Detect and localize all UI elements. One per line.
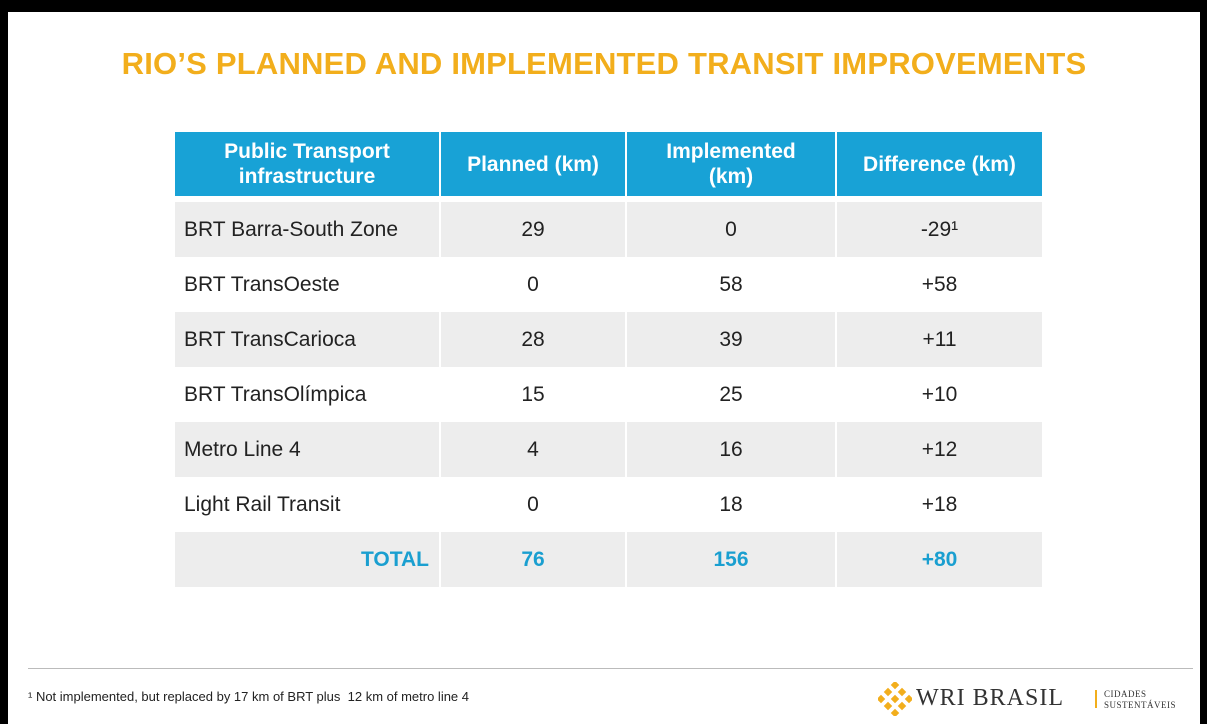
logo-brand: WRI BRASIL (916, 685, 1064, 711)
table-cell: +12 (837, 422, 1042, 477)
table-cell: 25 (719, 382, 743, 406)
table-row: BRT TransCarioca 28 39 +11 (175, 312, 1042, 367)
table-cell: 18 (719, 492, 743, 516)
total-cell: +80 (837, 532, 1042, 587)
title: RIO’S PLANNED AND IMPLEMENTED TRANSIT IM… (121, 46, 1087, 81)
table-cell: +58 (921, 272, 958, 296)
column-header: Difference (km) (837, 132, 1042, 202)
table-cell: BRT TransCarioca (175, 312, 439, 367)
total-row: TOTAL 76 156 +80 (175, 532, 1042, 587)
table-row: BRT Barra-South Zone 29 0 -29¹ (175, 202, 1042, 257)
column-header: Planned (km) (441, 132, 625, 202)
column-header: Implemented (km) (627, 132, 835, 202)
divider (28, 668, 1193, 669)
total-cell: TOTAL (175, 532, 439, 587)
total-cell: 76 (441, 532, 625, 587)
table-cell: +10 (921, 382, 958, 406)
slide: RIO’S PLANNED AND IMPLEMENTED TRANSIT IM… (8, 12, 1200, 724)
table-cell: BRT TransOlímpica (184, 382, 367, 406)
total-cell: 156 (627, 532, 835, 587)
table-cell: 28 (441, 312, 625, 367)
table-cell: 0 (527, 272, 539, 296)
table-cell: 0 (627, 202, 835, 257)
table-cell: 4 (441, 422, 625, 477)
footnote: ¹ Not implemented, but replaced by 17 km… (28, 689, 470, 704)
logo: WRI BRASIL CIDADES SUSTENTÁVEIS (876, 680, 1196, 720)
table-cell: 58 (719, 272, 743, 296)
table-cell: 15 (521, 382, 545, 406)
table-cell: 0 (527, 492, 539, 516)
logo-icon (878, 682, 912, 716)
table-cell: +11 (837, 312, 1042, 367)
table-cell: -29¹ (837, 202, 1042, 257)
table-cell: Light Rail Transit (184, 492, 341, 516)
logo-line: SUSTENTÁVEIS (1104, 700, 1177, 710)
header-row: Public Transport infrastructure Planned (… (175, 132, 1042, 202)
table-cell: 39 (627, 312, 835, 367)
logo-separator (1095, 690, 1097, 708)
table-row: BRT TransOeste 0 58 +58 (175, 257, 1042, 312)
table-cell: Metro Line 4 (175, 422, 439, 477)
table-cell: 16 (627, 422, 835, 477)
table-cell: BRT Barra-South Zone (175, 202, 439, 257)
column-header: Public Transport infrastructure (175, 132, 439, 202)
table: Public Transport infrastructure Planned (… (173, 132, 1044, 587)
table-row: Metro Line 4 4 16 +12 (175, 422, 1042, 477)
table-row: BRT TransOlímpica 15 25 +10 (175, 367, 1042, 422)
logo-line: CIDADES (1104, 689, 1147, 699)
table-cell: +18 (921, 492, 958, 516)
table-row: Light Rail Transit 0 18 +18 (175, 477, 1042, 532)
table-cell: BRT TransOeste (184, 272, 340, 296)
table-cell: 29 (441, 202, 625, 257)
